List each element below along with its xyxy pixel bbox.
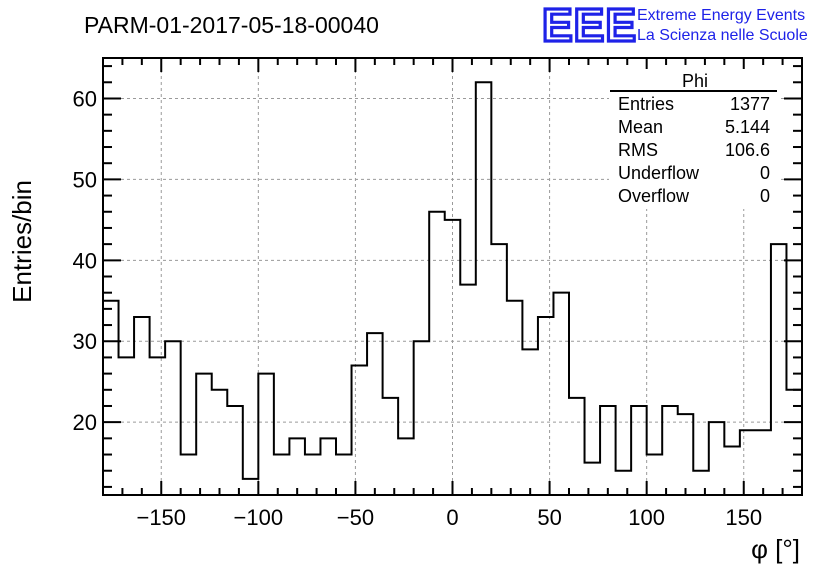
histogram-bin xyxy=(398,438,414,495)
histogram-bin xyxy=(196,374,212,495)
y-tick-label: 30 xyxy=(73,329,97,354)
histogram-bin xyxy=(460,285,476,495)
y-axis-label: Entries/bin xyxy=(7,180,37,303)
logo-line-1: Extreme Energy Events xyxy=(637,7,805,24)
histogram-bin xyxy=(771,244,787,495)
stats-row-label: Underflow xyxy=(618,163,700,183)
histogram-bin xyxy=(227,406,243,495)
histogram-bin xyxy=(616,471,632,495)
histogram-bin xyxy=(538,317,554,495)
plot-frame xyxy=(102,57,803,496)
x-tick-label: 150 xyxy=(725,505,762,530)
stats-title: Phi xyxy=(682,71,708,91)
tick-labels: −150 −100 −50 0 50 100 150 20 30 40 50 60 xyxy=(73,86,763,530)
histogram-bin xyxy=(678,414,694,495)
x-axis-label: φ [°] xyxy=(751,534,800,564)
histogram-bin xyxy=(740,430,756,495)
histogram-bin xyxy=(491,244,507,495)
stats-row-label: Mean xyxy=(618,117,663,137)
stats-row-value: 0 xyxy=(760,186,770,206)
x-tick-label: 50 xyxy=(537,505,561,530)
histogram-bin xyxy=(445,220,461,495)
histogram-bin xyxy=(383,398,399,495)
histogram-bin xyxy=(103,301,119,495)
histogram-bin xyxy=(553,293,569,495)
histogram-bin xyxy=(119,357,135,495)
x-tick-label: 100 xyxy=(628,505,665,530)
x-tick-label: −150 xyxy=(136,505,186,530)
logo-line-2: La Scienza nelle Scuole xyxy=(637,27,808,44)
histogram-bin xyxy=(150,357,166,495)
y-tick-label: 40 xyxy=(73,248,97,273)
histogram-bin xyxy=(289,438,305,495)
histogram-bin xyxy=(476,82,492,495)
stats-background xyxy=(609,69,779,209)
stats-box: Phi Entries 1377 Mean 5.144 RMS 106.6 Underflo… xyxy=(609,69,779,209)
stats-row-value: 1377 xyxy=(730,94,770,114)
stats-row-value: 5.144 xyxy=(725,117,770,137)
histogram-bin xyxy=(755,430,771,495)
histogram-bin xyxy=(243,479,259,495)
histogram-bin xyxy=(507,301,523,495)
histogram-bin xyxy=(522,349,538,495)
y-tick-label: 60 xyxy=(73,86,97,111)
histogram-outline xyxy=(103,81,802,480)
histogram-bin xyxy=(165,341,181,495)
stats-row-value: 0 xyxy=(760,163,770,183)
logo-mark: EEE xyxy=(542,0,637,51)
stats-row-label: Overflow xyxy=(618,186,690,206)
y-tick-label: 20 xyxy=(73,410,97,435)
histogram-bin xyxy=(181,455,197,495)
histogram-bin xyxy=(258,374,274,495)
stats-row-label: Entries xyxy=(618,94,674,114)
histogram-bin xyxy=(134,317,150,495)
histogram-bin xyxy=(724,446,740,495)
histogram-bins xyxy=(103,81,802,495)
histogram-bin xyxy=(709,422,725,495)
histogram-bin xyxy=(320,438,336,495)
stats-row-label: RMS xyxy=(618,140,658,160)
histogram-bin xyxy=(647,455,663,495)
histogram-bin xyxy=(274,455,290,495)
histogram-bin xyxy=(585,463,601,495)
stats-row-value: 106.6 xyxy=(725,140,770,160)
histogram-bin xyxy=(305,455,321,495)
histogram-bin xyxy=(429,212,445,495)
histogram-bin xyxy=(600,406,616,495)
histogram-bin xyxy=(367,333,383,495)
y-tick-label: 50 xyxy=(73,167,97,192)
plot-title: PARM-01-2017-05-18-00040 xyxy=(84,12,379,38)
histogram-bin xyxy=(212,390,228,495)
histogram-bin xyxy=(414,341,430,495)
x-tick-label: −50 xyxy=(337,505,374,530)
histogram-bin xyxy=(693,471,709,495)
histogram-bin xyxy=(662,406,678,495)
histogram-bin xyxy=(569,398,585,495)
histogram-bin xyxy=(631,406,647,495)
histogram-bin xyxy=(336,455,352,495)
histogram-bin xyxy=(352,366,368,495)
x-tick-label: −100 xyxy=(234,505,284,530)
eee-logo: EEE Extreme Energy Events La Scienza nel… xyxy=(540,0,808,53)
x-tick-label: 0 xyxy=(446,505,458,530)
